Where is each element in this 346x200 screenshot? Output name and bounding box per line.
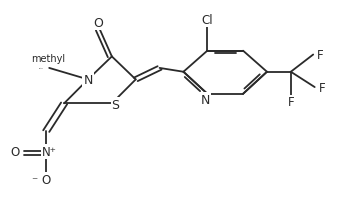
Text: F: F <box>317 49 324 62</box>
Text: N: N <box>201 94 210 106</box>
Text: methyl: methyl <box>31 54 65 64</box>
Text: F: F <box>288 96 294 109</box>
Text: S: S <box>111 98 119 111</box>
Text: N⁺: N⁺ <box>42 145 57 158</box>
Text: O: O <box>93 17 103 30</box>
Text: O: O <box>42 173 51 186</box>
Text: O: O <box>10 145 19 158</box>
Text: methyl: methyl <box>38 68 43 69</box>
Text: Cl: Cl <box>201 14 213 27</box>
Text: F: F <box>319 81 326 94</box>
Text: ⁻: ⁻ <box>31 174 37 187</box>
Text: N: N <box>83 74 93 86</box>
